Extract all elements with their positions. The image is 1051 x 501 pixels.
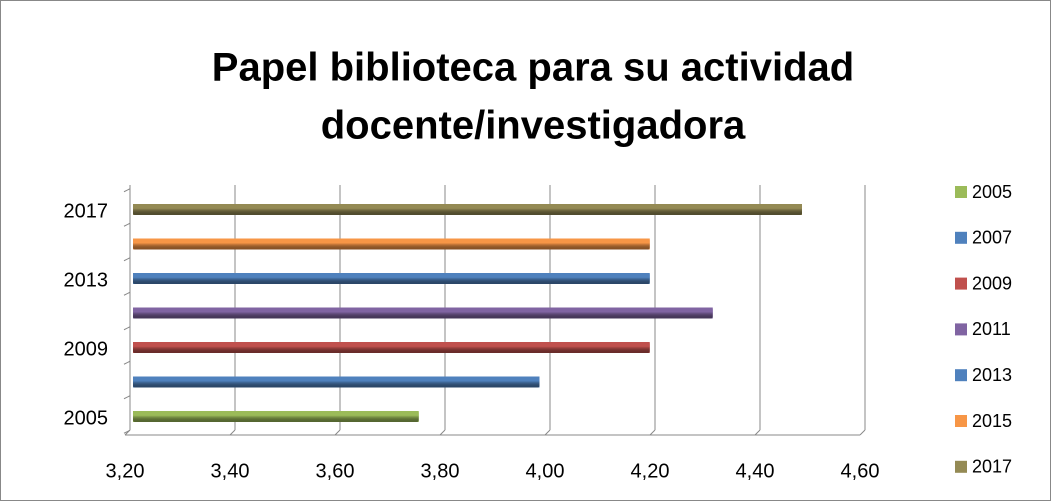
legend-swatch [955, 369, 967, 382]
grid-line [229, 429, 236, 436]
legend-label: 2015 [972, 411, 1012, 431]
legend-swatch [955, 323, 967, 336]
grid-line [334, 429, 341, 436]
grid-line [544, 429, 551, 436]
y-tick-label: 2013 [64, 269, 109, 291]
legend-swatch [955, 231, 967, 244]
y-tick [123, 429, 131, 434]
y-tick [123, 222, 131, 227]
y-tick [123, 326, 131, 331]
legend-swatch [955, 186, 967, 198]
grid-line [649, 429, 656, 436]
grid-line [859, 429, 866, 436]
chart-title: Papel biblioteca para su actividad [212, 46, 854, 90]
x-tick-label: 3,40 [211, 460, 250, 482]
bar-shade [133, 204, 802, 215]
y-tick [123, 395, 131, 400]
bar-shade [133, 273, 650, 284]
chart-title: docente/investigadora [321, 104, 746, 148]
legend-label: 2009 [972, 273, 1012, 293]
legend-swatch [955, 415, 967, 427]
legend-swatch [955, 460, 967, 473]
legend-label: 2007 [972, 228, 1012, 248]
x-tick-label: 3,60 [316, 460, 355, 482]
bar-shade [133, 342, 650, 353]
y-tick [123, 291, 131, 296]
x-tick-label: 4,40 [736, 460, 775, 482]
y-tick-label: 2009 [64, 338, 109, 360]
y-tick [123, 188, 131, 193]
y-tick [123, 257, 131, 262]
x-tick-label: 3,20 [106, 460, 145, 482]
legend-label: 2013 [972, 365, 1012, 385]
x-tick-label: 4,20 [631, 460, 670, 482]
grid-line [754, 429, 761, 436]
legend-label: 2005 [972, 182, 1012, 202]
y-tick [123, 360, 131, 365]
bar-shade [133, 238, 650, 250]
y-tick-label: 2017 [64, 200, 109, 222]
legend-swatch [955, 277, 967, 290]
legend-label: 2017 [972, 457, 1012, 477]
grid-line [439, 429, 446, 436]
bar-shade [133, 376, 540, 388]
bar-shade [133, 411, 419, 422]
bar-shade [133, 307, 713, 319]
x-tick-label: 4,00 [526, 460, 565, 482]
y-tick-label: 2005 [64, 407, 109, 429]
x-tick-label: 4,60 [841, 460, 880, 482]
x-tick-label: 3,80 [421, 460, 460, 482]
legend-label: 2011 [972, 319, 1011, 339]
